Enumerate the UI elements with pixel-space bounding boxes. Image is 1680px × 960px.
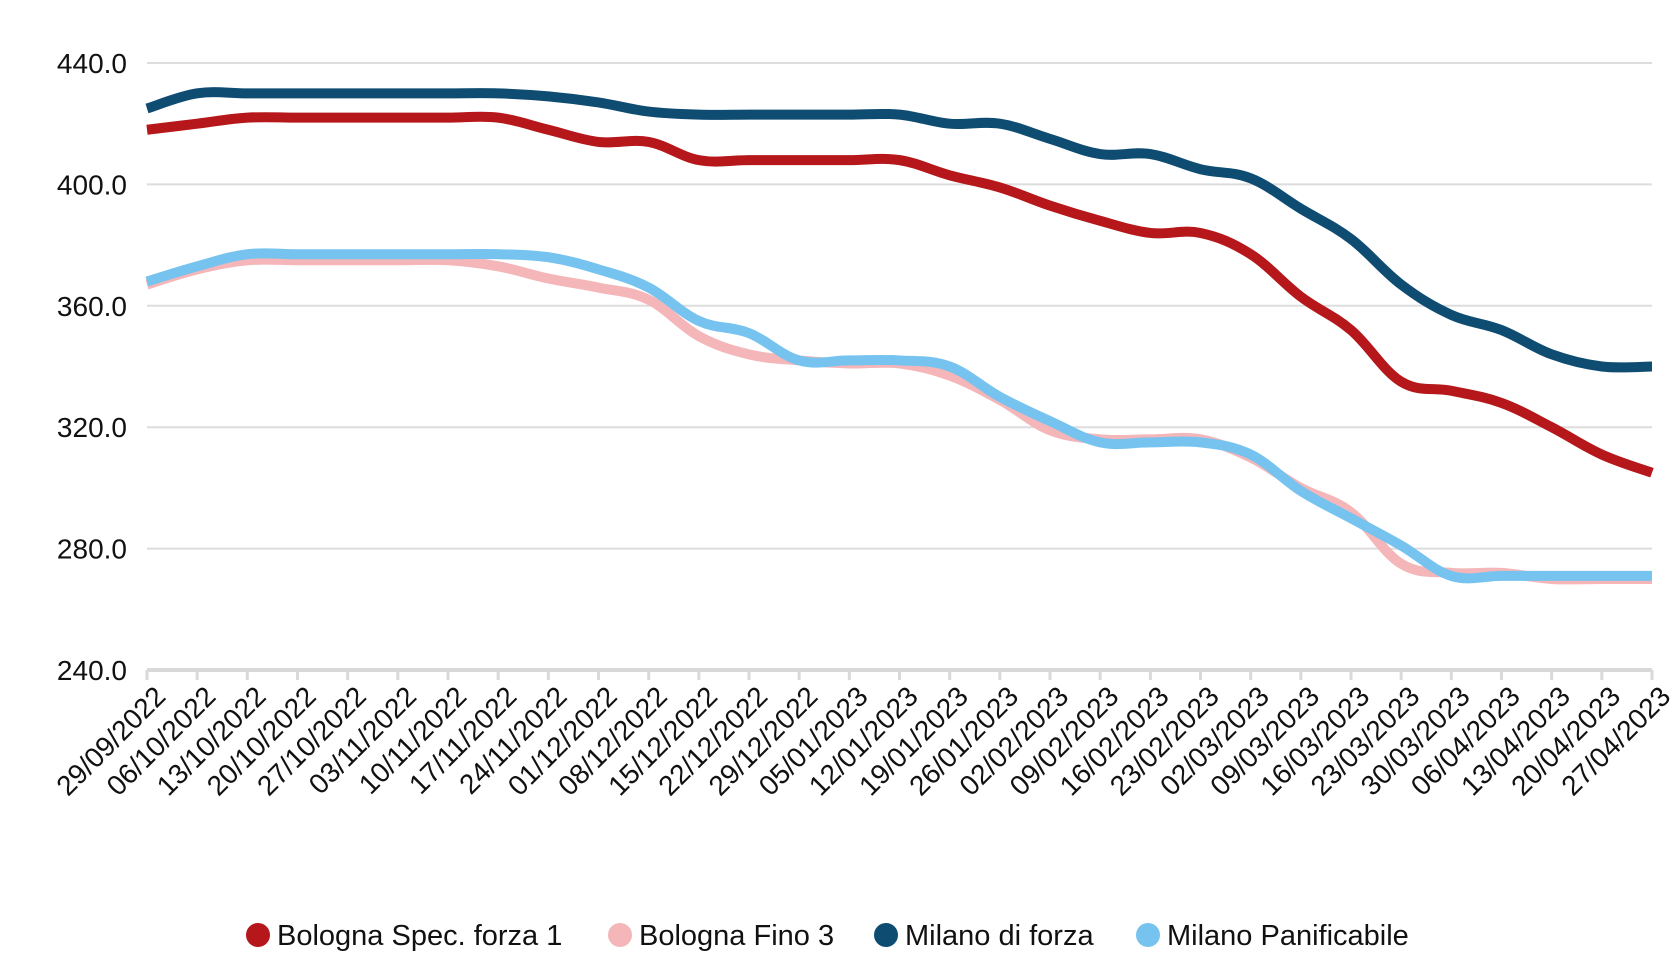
legend-item: Bologna Spec. forza 1 bbox=[246, 920, 562, 952]
y-tick-label: 240.0 bbox=[57, 655, 127, 686]
gridlines bbox=[147, 62, 1652, 550]
series-line-bologna-fino-3 bbox=[145, 254, 1652, 585]
legend-item: Bologna Fino 3 bbox=[608, 920, 834, 952]
legend-item: Milano di forza bbox=[874, 920, 1094, 952]
y-tick-label: 280.0 bbox=[57, 534, 127, 565]
legend-label: Milano di forza bbox=[905, 920, 1094, 952]
legend-marker-icon bbox=[874, 923, 898, 947]
legend-marker-icon bbox=[246, 923, 270, 947]
legend-marker-icon bbox=[608, 923, 632, 947]
legend-label: Milano Panificabile bbox=[1167, 920, 1409, 952]
y-tick-label: 320.0 bbox=[57, 412, 127, 443]
y-axis: 440.0 400.0 360.0 320.0 280.0 240.0 bbox=[57, 48, 127, 686]
series-line-milano-di-forza bbox=[145, 87, 1653, 373]
y-tick-label: 360.0 bbox=[57, 291, 127, 322]
series-lines bbox=[145, 87, 1654, 585]
legend-marker-icon bbox=[1136, 923, 1160, 947]
legend-label: Bologna Spec. forza 1 bbox=[277, 920, 562, 952]
x-axis: 29/09/202206/10/202213/10/202220/10/2022… bbox=[50, 668, 1676, 801]
legend: Bologna Spec. forza 1 Bologna Fino 3 Milan… bbox=[246, 920, 1409, 952]
y-tick-label: 400.0 bbox=[57, 169, 127, 200]
legend-item: Milano Panificabile bbox=[1136, 920, 1409, 952]
legend-label: Bologna Fino 3 bbox=[639, 920, 834, 952]
series-line-milano-panificabile bbox=[145, 248, 1652, 584]
y-tick-label: 440.0 bbox=[57, 48, 127, 79]
series-line-bologna-spec-forza-1 bbox=[146, 111, 1654, 478]
